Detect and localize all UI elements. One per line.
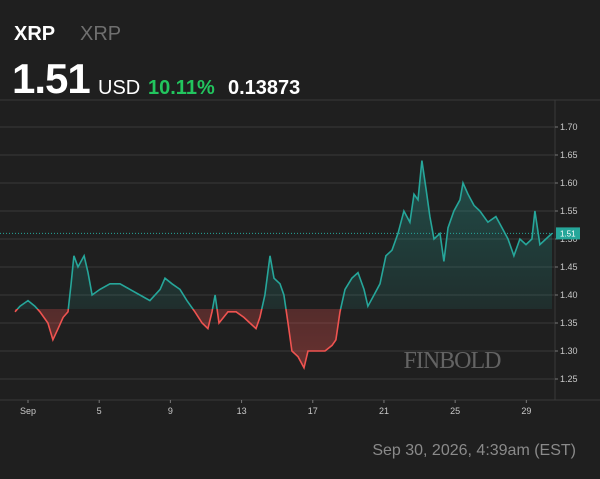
x-tick-label: Sep xyxy=(20,406,36,416)
change: 0.13873 xyxy=(228,77,300,99)
timestamp: Sep 30, 2026, 4:39am (EST) xyxy=(372,442,576,459)
symbol: XRP xyxy=(14,23,55,45)
x-tick-label: 5 xyxy=(97,406,102,416)
x-tick-label: 9 xyxy=(168,406,173,416)
price: 1.51 xyxy=(12,55,90,102)
y-tick-label: 1.55 xyxy=(560,206,578,216)
currency: USD xyxy=(98,77,140,99)
y-tick-label: 1.60 xyxy=(560,178,578,188)
x-tick-label: 21 xyxy=(379,406,389,416)
asset-name: XRP xyxy=(80,23,121,45)
x-tick-label: 17 xyxy=(308,406,318,416)
last-price-label: 1.51 xyxy=(560,229,576,238)
y-tick-label: 1.30 xyxy=(560,346,578,356)
y-tick-label: 1.65 xyxy=(560,150,578,160)
y-tick-label: 1.70 xyxy=(560,122,578,132)
watermark: FINBOLD xyxy=(403,348,501,374)
y-tick-label: 1.40 xyxy=(560,290,578,300)
x-tick-label: 25 xyxy=(450,406,460,416)
x-tick-label: 13 xyxy=(237,406,247,416)
x-tick-label: 29 xyxy=(521,406,531,416)
last-price-box xyxy=(556,227,580,240)
price-line-down xyxy=(14,308,342,371)
y-tick-label: 1.45 xyxy=(560,262,578,272)
y-tick-label: 1.25 xyxy=(560,374,578,384)
price-line-up xyxy=(16,160,553,309)
y-tick-label: 1.35 xyxy=(560,318,578,328)
change-pct: 10.11% xyxy=(148,77,215,99)
